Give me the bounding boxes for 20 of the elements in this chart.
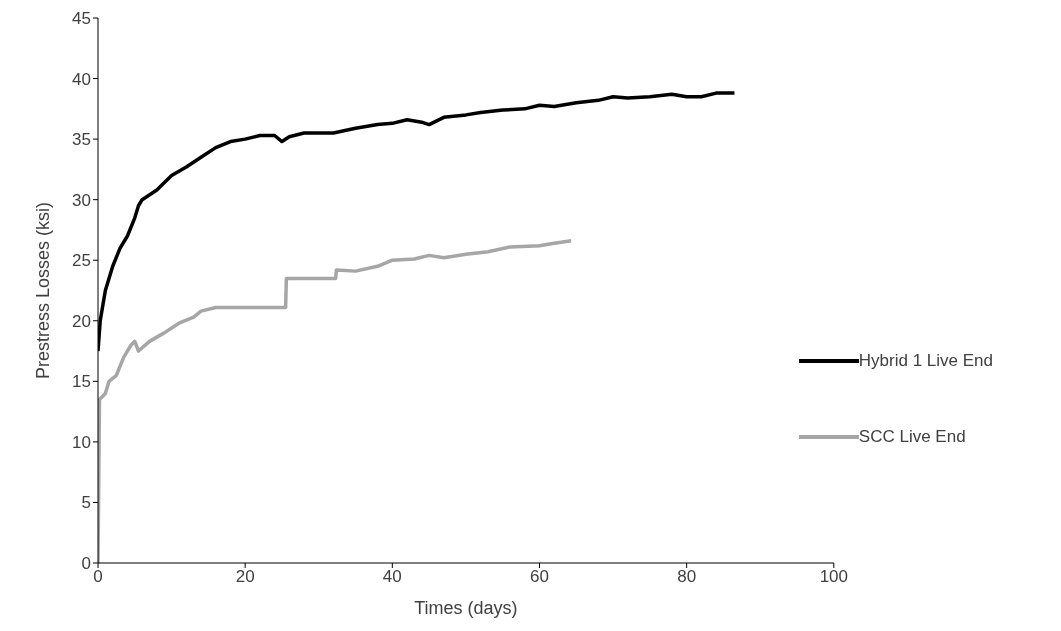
y-tick-label: 40 bbox=[72, 69, 91, 89]
line-series bbox=[98, 239, 573, 563]
x-tick-label: 40 bbox=[382, 567, 402, 587]
x-tick-label: 100 bbox=[819, 567, 848, 587]
y-tick-label: 0 bbox=[81, 554, 91, 574]
y-tick-label: 25 bbox=[72, 251, 91, 271]
x-tick-label: 20 bbox=[235, 567, 255, 587]
legend-label: Hybrid 1 Live End bbox=[858, 351, 993, 371]
y-tick-label: 45 bbox=[72, 9, 91, 29]
y-tick-label: 30 bbox=[72, 190, 91, 210]
x-axis-title: Times (days) bbox=[414, 597, 518, 618]
y-tick-label: 10 bbox=[72, 432, 91, 452]
y-tick-label: 35 bbox=[72, 130, 91, 150]
y-tick-label: 5 bbox=[81, 493, 91, 513]
y-axis-title: Prestress Losses (ksi) bbox=[33, 201, 54, 380]
x-tick-label: 80 bbox=[677, 567, 697, 587]
y-tick-label: 15 bbox=[72, 372, 91, 392]
y-tick-label: 20 bbox=[72, 311, 91, 331]
legend-label: SCC Live End bbox=[858, 427, 966, 447]
x-tick-label: 60 bbox=[530, 567, 549, 587]
